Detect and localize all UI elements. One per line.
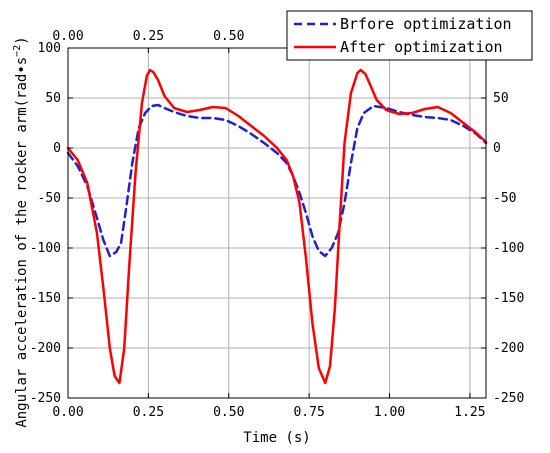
legend: Brfore optimization After optimization bbox=[287, 11, 532, 60]
y-axis-title-main: Angular acceleration of the rocker arm(r… bbox=[14, 57, 30, 428]
y-tick-label: -50 bbox=[38, 191, 61, 206]
series-line-after bbox=[68, 70, 486, 383]
y-right-tick-label: -150 bbox=[493, 291, 524, 306]
y-tick-label: 100 bbox=[38, 41, 61, 56]
x-tick-label: 0.75 bbox=[293, 405, 324, 420]
y-right-tick-label: 50 bbox=[493, 91, 509, 106]
x-tick-label: 1.25 bbox=[454, 405, 485, 420]
y-tick-label: 50 bbox=[45, 91, 61, 106]
y-tick-label: -200 bbox=[30, 341, 61, 356]
y-tick-label: 0 bbox=[53, 141, 61, 156]
plot-frame bbox=[68, 48, 486, 398]
y-axis-title-close: ) bbox=[14, 36, 30, 44]
x-tick-label: 0.50 bbox=[213, 405, 244, 420]
x-top-tick-label: 0.50 bbox=[213, 29, 244, 44]
legend-label-before: Brfore optimization bbox=[340, 15, 512, 33]
y-tick-label: -100 bbox=[30, 241, 61, 256]
x-tick-label: 0.00 bbox=[52, 405, 83, 420]
y-right-tick-label: -200 bbox=[493, 341, 524, 356]
x-top-tick-label: 0.25 bbox=[133, 29, 164, 44]
y-right-tick-label: -50 bbox=[493, 191, 516, 206]
legend-label-after: After optimization bbox=[340, 38, 503, 56]
x-tick-label: 0.25 bbox=[133, 405, 164, 420]
y-axis-title: Angular acceleration of the rocker arm(r… bbox=[12, 36, 30, 427]
y-tick-label: -150 bbox=[30, 291, 61, 306]
axis-ticks bbox=[68, 48, 486, 398]
y-right-tick-label: -250 bbox=[493, 391, 524, 406]
grid bbox=[68, 48, 486, 398]
y-right-tick-label: 0 bbox=[493, 141, 501, 156]
y-axis-title-exponent: −2 bbox=[12, 45, 23, 57]
x-axis-title: Time (s) bbox=[243, 430, 310, 446]
x-tick-label: 1.00 bbox=[374, 405, 405, 420]
series-lines bbox=[68, 70, 486, 383]
y-tick-label: -250 bbox=[30, 391, 61, 406]
y-right-tick-label: -100 bbox=[493, 241, 524, 256]
tick-labels: 0.00 0.25 0.50 0.75 1.00 1.250.00 0.25 0.50-250… bbox=[30, 29, 525, 420]
